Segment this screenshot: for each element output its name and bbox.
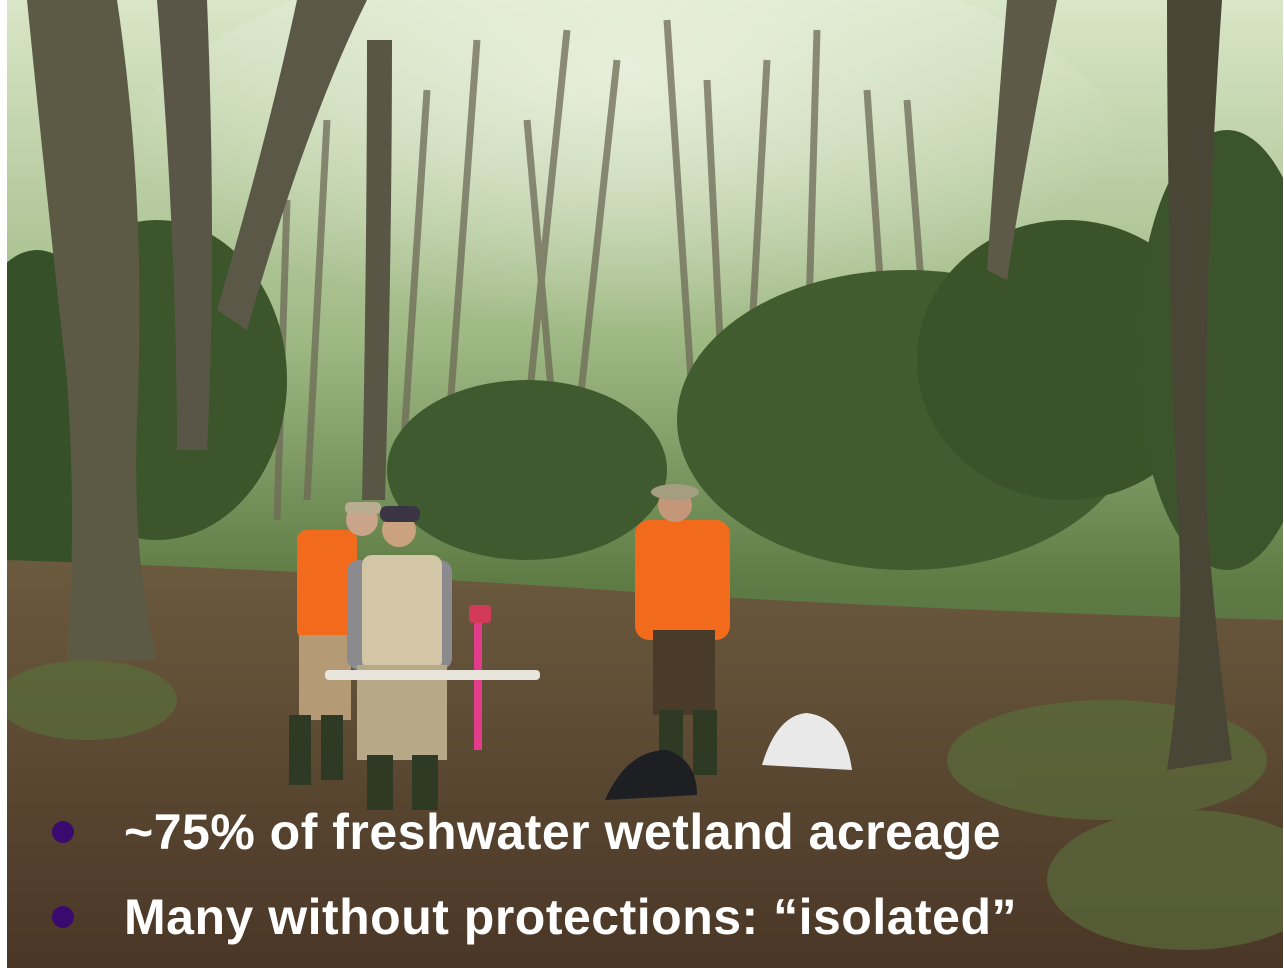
foreground-trunks [27,0,1232,770]
forest-wetland-photo [7,0,1283,968]
measuring-pole [325,670,540,680]
white-backpack [762,713,852,770]
field-crew [289,484,852,810]
surveyor-middle [347,506,452,810]
black-bag [605,750,697,800]
photo-illustration [7,0,1283,968]
